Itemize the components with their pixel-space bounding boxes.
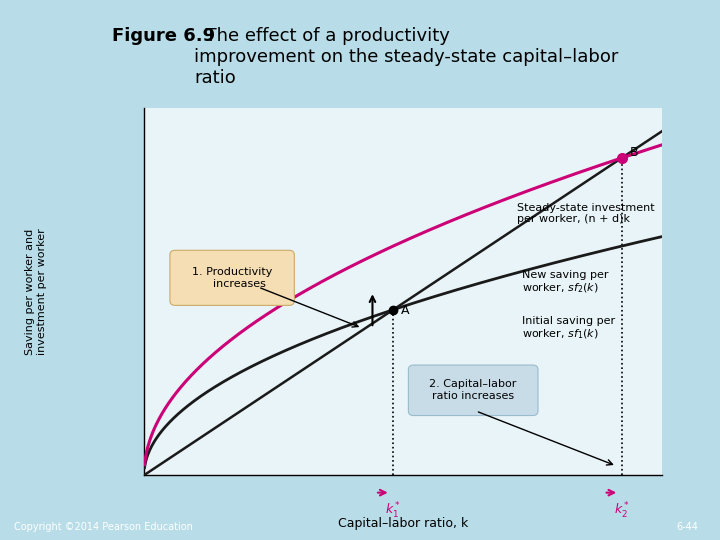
X-axis label: Capital–labor ratio, k: Capital–labor ratio, k (338, 517, 468, 530)
Text: The effect of a productivity
improvement on the steady-state capital–labor
ratio: The effect of a productivity improvement… (194, 27, 618, 87)
Text: 1. Productivity
    increases: 1. Productivity increases (192, 267, 272, 288)
Text: Copyright ©2014 Pearson Education: Copyright ©2014 Pearson Education (14, 522, 193, 532)
Text: 6-44: 6-44 (677, 522, 698, 532)
Text: A: A (401, 305, 410, 318)
Text: Figure 6.9: Figure 6.9 (112, 27, 215, 45)
Text: New saving per
worker, $sf_2(k)$: New saving per worker, $sf_2(k)$ (523, 269, 609, 295)
FancyBboxPatch shape (170, 251, 294, 306)
Text: B: B (629, 146, 638, 159)
Text: 2. Capital–labor
ratio increases: 2. Capital–labor ratio increases (430, 380, 517, 401)
Text: $k_1^*$: $k_1^*$ (385, 501, 401, 521)
FancyBboxPatch shape (408, 365, 538, 416)
Text: Saving per worker and
investment per worker: Saving per worker and investment per wor… (25, 228, 47, 355)
Text: $k_2^*$: $k_2^*$ (613, 501, 630, 521)
Text: Steady-state investment
per worker, (n + d)k: Steady-state investment per worker, (n +… (517, 202, 655, 225)
Text: Initial saving per
worker, $sf_1(k)$: Initial saving per worker, $sf_1(k)$ (523, 315, 616, 341)
